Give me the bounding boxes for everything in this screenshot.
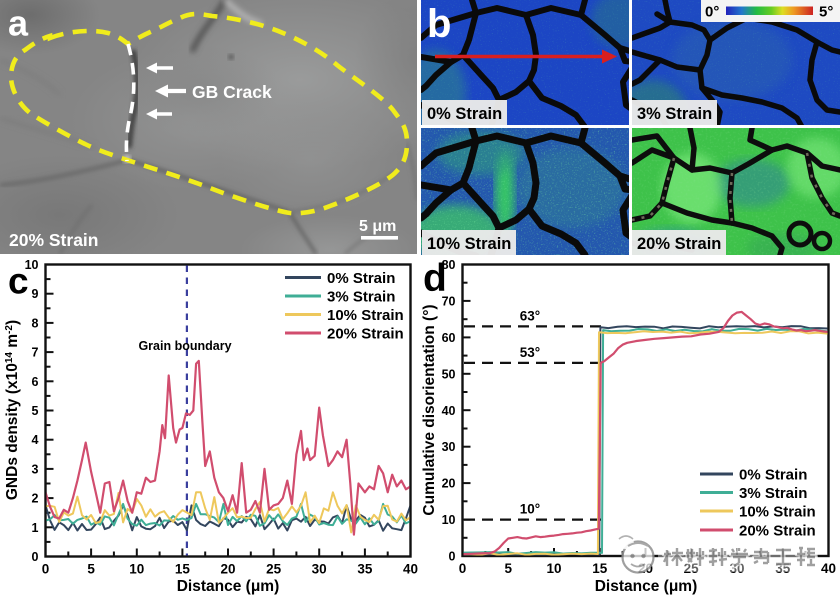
svg-text:5: 5 (504, 561, 512, 576)
svg-text:4: 4 (32, 433, 39, 447)
svg-text:25: 25 (684, 561, 700, 576)
svg-text:10°: 10° (520, 502, 540, 517)
svg-text:5 μm: 5 μm (359, 218, 396, 235)
svg-text:d: d (423, 257, 447, 300)
svg-text:6: 6 (32, 375, 39, 389)
svg-text:20% Strain: 20% Strain (637, 235, 721, 253)
svg-text:15: 15 (592, 561, 608, 576)
svg-text:40: 40 (821, 561, 836, 576)
svg-text:0°: 0° (705, 4, 719, 21)
svg-text:Grain boundary: Grain boundary (138, 339, 231, 353)
svg-text:10: 10 (129, 562, 144, 577)
svg-text:25: 25 (266, 562, 282, 577)
svg-text:60: 60 (442, 331, 456, 345)
svg-text:10% Strain: 10% Strain (739, 504, 816, 521)
svg-text:9: 9 (32, 287, 39, 301)
svg-text:10: 10 (25, 258, 39, 272)
svg-text:8: 8 (32, 316, 39, 330)
svg-text:20% Strain: 20% Strain (739, 523, 816, 540)
svg-text:70: 70 (442, 294, 456, 308)
svg-text:0% Strain: 0% Strain (327, 270, 395, 287)
svg-text:40: 40 (403, 562, 418, 577)
svg-text:30: 30 (442, 440, 456, 454)
svg-text:20: 20 (220, 562, 235, 577)
svg-text:1: 1 (32, 521, 39, 535)
svg-text:2: 2 (32, 492, 39, 506)
svg-text:10% Strain: 10% Strain (427, 235, 511, 253)
svg-text:50: 50 (442, 367, 456, 381)
svg-text:3% Strain: 3% Strain (739, 485, 807, 502)
svg-text:0% Strain: 0% Strain (427, 105, 502, 123)
svg-text:53°: 53° (520, 345, 540, 360)
svg-text:Distance (μm): Distance (μm) (177, 578, 280, 595)
svg-text:5: 5 (32, 404, 39, 418)
svg-text:c: c (8, 261, 29, 302)
svg-text:10: 10 (442, 513, 456, 527)
svg-text:20: 20 (442, 477, 456, 491)
svg-text:3: 3 (32, 462, 39, 476)
svg-text:0: 0 (42, 562, 50, 577)
svg-text:7: 7 (32, 346, 39, 360)
svg-text:b: b (427, 2, 451, 46)
svg-text:20% Strain: 20% Strain (327, 326, 404, 343)
svg-text:GB Crack: GB Crack (192, 82, 272, 102)
svg-text:GNDs density (x1014 m-2): GNDs density (x1014 m-2) (4, 320, 22, 500)
svg-text:35: 35 (357, 562, 373, 577)
svg-text:Distance (μm): Distance (μm) (595, 578, 698, 595)
svg-text:80: 80 (442, 258, 456, 272)
svg-text:0: 0 (459, 561, 467, 576)
svg-text:3% Strain: 3% Strain (327, 289, 395, 306)
svg-text:30: 30 (312, 562, 327, 577)
svg-text:5: 5 (87, 562, 95, 577)
svg-text:0: 0 (32, 550, 39, 564)
svg-text:20% Strain: 20% Strain (9, 230, 98, 250)
svg-text:0: 0 (449, 550, 456, 564)
svg-text:10% Strain: 10% Strain (327, 307, 404, 324)
svg-text:Cumulative disorientation (°): Cumulative disorientation (°) (421, 304, 438, 515)
svg-text:63°: 63° (520, 308, 540, 323)
svg-text:15: 15 (175, 562, 191, 577)
svg-text:10: 10 (546, 561, 561, 576)
svg-text:5°: 5° (819, 4, 833, 21)
svg-text:3% Strain: 3% Strain (637, 105, 712, 123)
svg-text:0% Strain: 0% Strain (739, 467, 807, 484)
svg-text:a: a (8, 3, 29, 44)
svg-text:40: 40 (442, 404, 456, 418)
